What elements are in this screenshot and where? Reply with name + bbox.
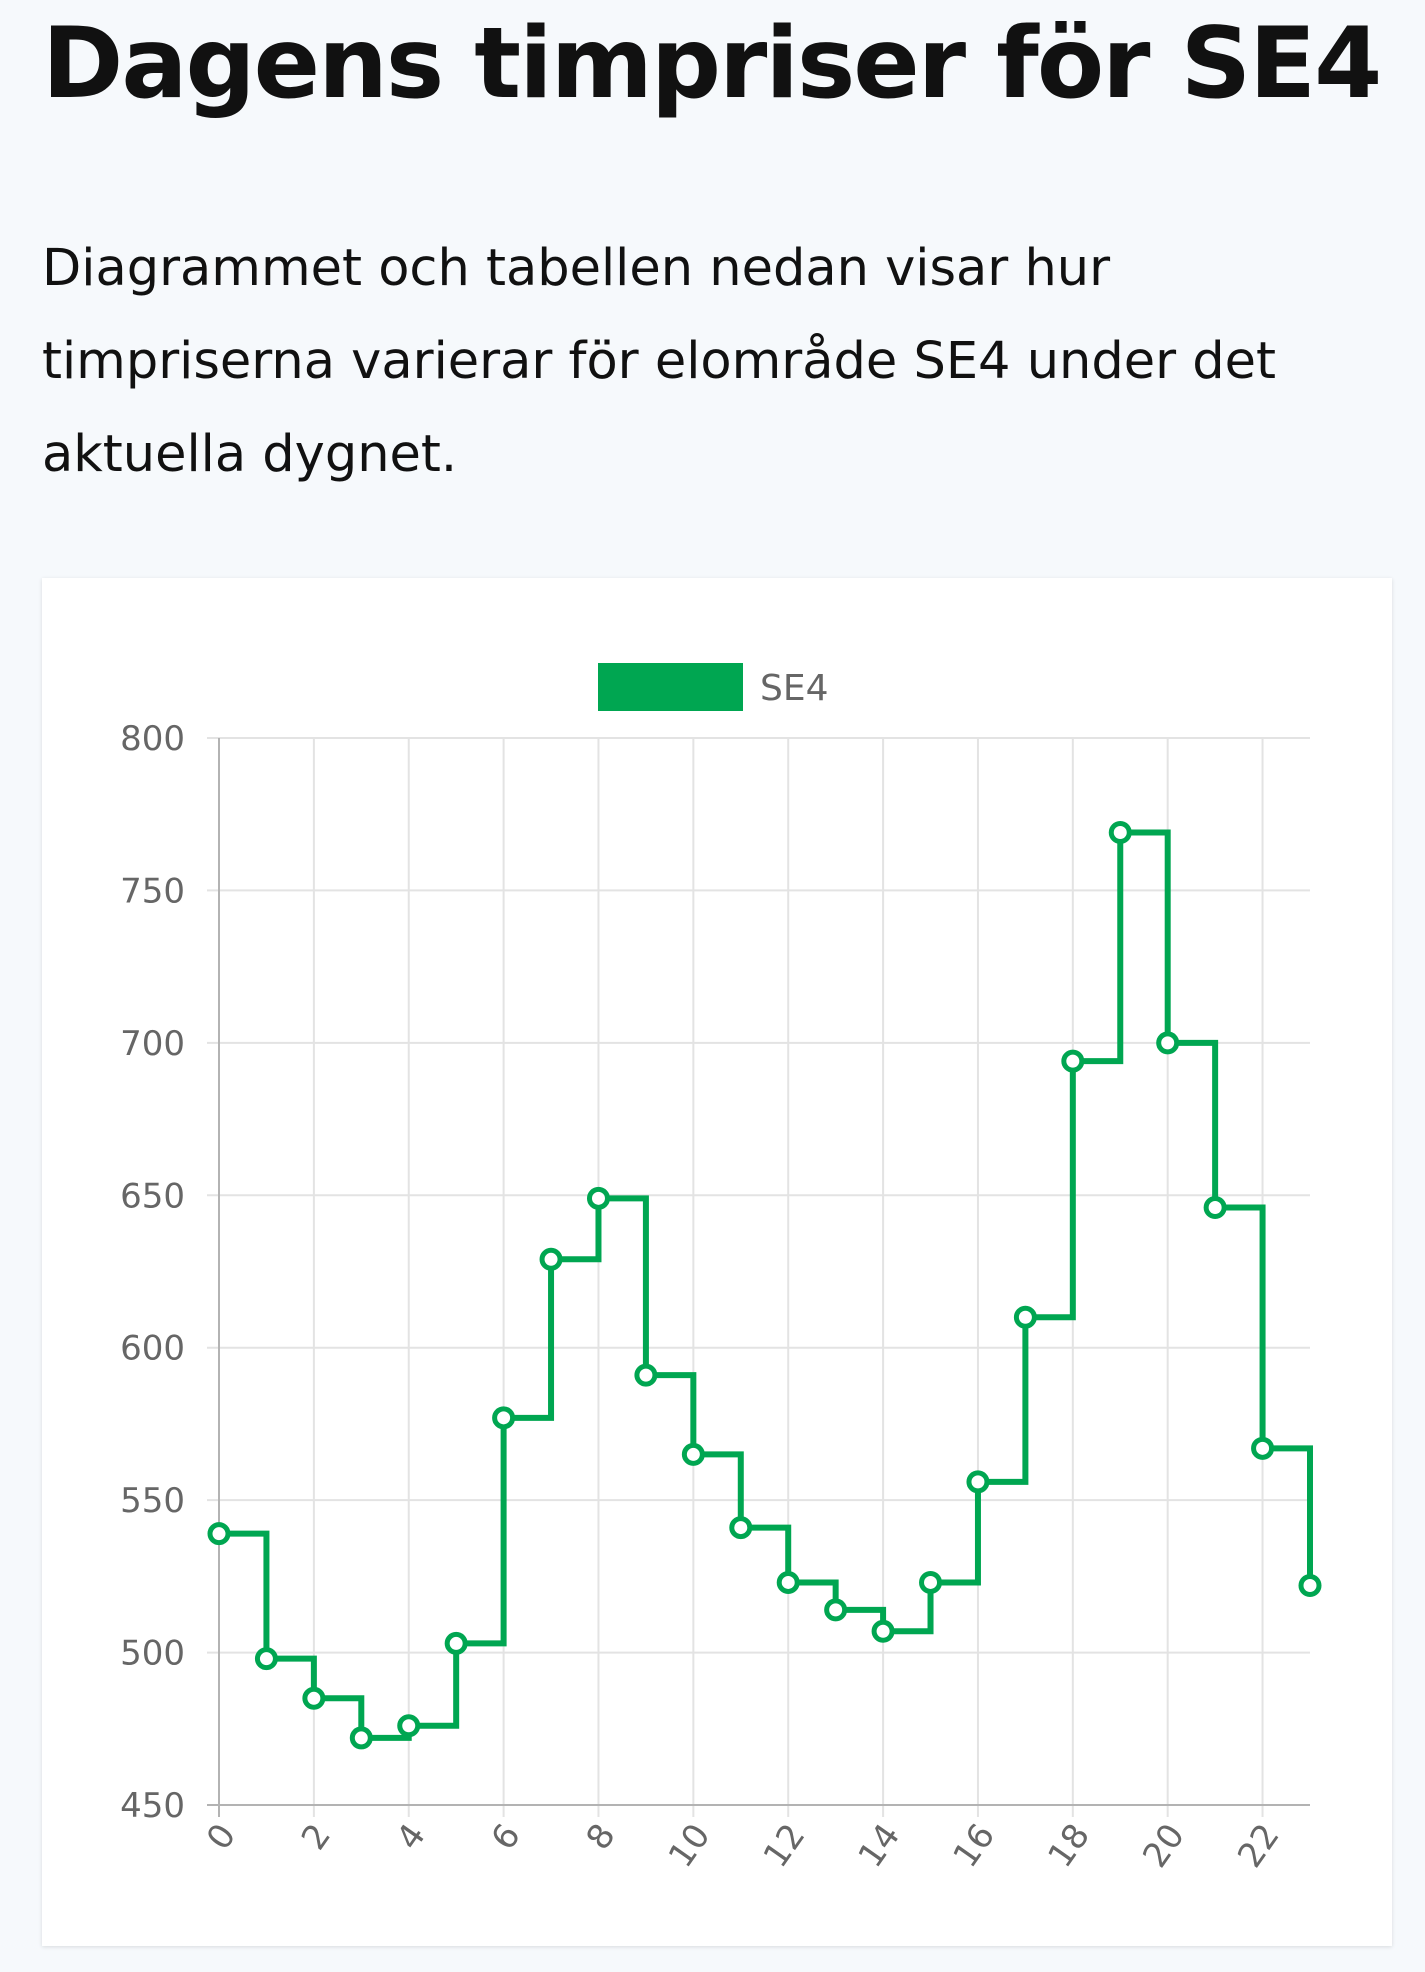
data-point [444, 1631, 468, 1655]
data-point [776, 1570, 800, 1594]
x-tick-label: 20 [1135, 1817, 1193, 1875]
y-tick-label: 600 [120, 1329, 185, 1369]
data-point [302, 1686, 326, 1710]
y-tick-label: 750 [120, 871, 185, 911]
legend-swatch-se4[interactable] [598, 663, 743, 711]
x-tick-label: 12 [756, 1817, 814, 1875]
x-tick-label: 14 [851, 1817, 909, 1875]
y-tick-label: 700 [120, 1024, 185, 1064]
data-point [1013, 1305, 1037, 1329]
series-line-se4 [219, 829, 1313, 1741]
series-se4 [207, 821, 1322, 1750]
data-point [824, 1598, 848, 1622]
data-point [1203, 1195, 1227, 1219]
data-point [919, 1570, 943, 1594]
data-point [1156, 1031, 1180, 1055]
x-tick-label: 2 [294, 1817, 339, 1858]
x-tick-label: 6 [484, 1817, 529, 1858]
data-point [349, 1726, 373, 1750]
data-point [871, 1619, 895, 1643]
x-tick-label: 18 [1040, 1817, 1098, 1875]
data-point [207, 1522, 231, 1546]
data-point [397, 1714, 421, 1738]
y-tick-label: 450 [120, 1786, 185, 1826]
data-point [1108, 821, 1132, 845]
page-title: Dagens timpriser för SE4 [42, 7, 1382, 121]
data-point [492, 1406, 516, 1430]
data-point [966, 1470, 990, 1494]
y-tick-label: 650 [120, 1176, 185, 1216]
data-point [254, 1647, 278, 1671]
price-chart: 800 750 700 650 600 550 500 450 0 2 4 6 8 10 12 14 16 18… [120, 663, 1322, 1875]
data-point [729, 1516, 753, 1540]
chart-card: 800 750 700 650 600 550 500 450 0 2 4 6 8 10 12 14 16 18… [42, 578, 1392, 1946]
data-point [1298, 1574, 1322, 1598]
y-tick-label: 500 [120, 1634, 185, 1674]
y-tick-label: 800 [120, 719, 185, 759]
x-tick-label: 0 [199, 1817, 244, 1858]
x-tick-label: 10 [661, 1817, 719, 1875]
y-axis-ticks: 800 750 700 650 600 550 500 450 [120, 719, 185, 1826]
intro-text: Diagrammet och tabellen nedan visar hur … [42, 239, 1277, 484]
chart-axes [207, 738, 1310, 1817]
y-tick-label: 550 [120, 1481, 185, 1521]
x-tick-label: 4 [389, 1817, 434, 1858]
chart-grid [207, 737, 1310, 1817]
data-point [586, 1186, 610, 1210]
x-tick-label: 22 [1230, 1817, 1288, 1875]
data-point [1061, 1049, 1085, 1073]
x-axis-ticks: 0 2 4 6 8 10 12 14 16 18 20 22 [199, 1817, 1288, 1875]
chart-legend[interactable]: SE4 [598, 663, 829, 711]
x-tick-label: 8 [578, 1817, 623, 1858]
data-point [1251, 1436, 1275, 1460]
data-point [539, 1247, 563, 1271]
data-point [634, 1363, 658, 1387]
x-tick-label: 16 [946, 1817, 1004, 1875]
data-point [681, 1442, 705, 1466]
legend-label-se4[interactable]: SE4 [760, 668, 829, 709]
